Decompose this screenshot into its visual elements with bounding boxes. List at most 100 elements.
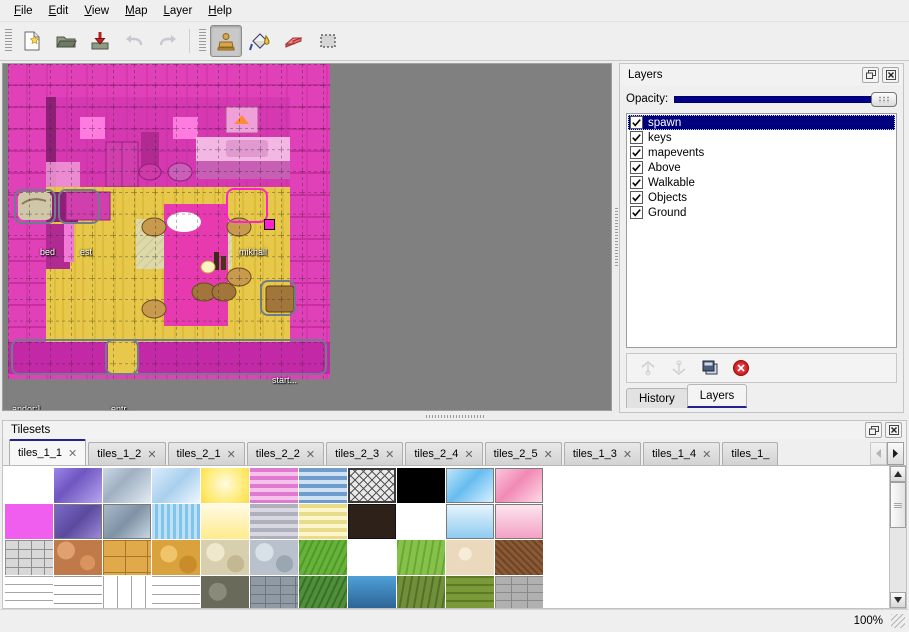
menu-file[interactable]: File <box>14 4 33 17</box>
tileset-tab[interactable]: tiles_2_4 ✕ <box>405 442 483 466</box>
layer-row[interactable]: Walkable <box>628 175 895 190</box>
tile-cell[interactable] <box>103 504 151 540</box>
tile-cell[interactable] <box>397 504 445 540</box>
tileset-tab[interactable]: tiles_2_3 ✕ <box>326 442 404 466</box>
tile-cell[interactable] <box>348 540 396 576</box>
layer-list[interactable]: spawn keys mapevents <box>626 113 897 348</box>
open-map-button[interactable] <box>50 25 82 57</box>
toolbar-grip-right[interactable] <box>199 29 206 53</box>
tile-cell[interactable] <box>54 504 102 540</box>
layer-visibility-checkbox[interactable] <box>630 176 643 189</box>
tileset-tab[interactable]: tiles_2_5 ✕ <box>484 442 562 466</box>
close-x-icon[interactable]: ✕ <box>702 448 712 461</box>
tile-cell[interactable] <box>152 540 200 576</box>
vertical-splitter[interactable] <box>614 61 619 413</box>
close-x-icon[interactable]: ✕ <box>68 447 78 460</box>
tile-cell[interactable] <box>446 504 494 540</box>
tile-cell[interactable] <box>103 540 151 576</box>
menu-map[interactable]: Map <box>125 4 148 17</box>
layers-float-button[interactable] <box>862 66 879 83</box>
tileset-tab[interactable]: tiles_1_3 ✕ <box>563 442 642 466</box>
tile-cell[interactable] <box>299 504 347 540</box>
tileset-tab[interactable]: tiles_1_ <box>722 442 779 466</box>
stamp-brush-button[interactable] <box>210 25 242 57</box>
tileset-tabs-scroll-right-button[interactable] <box>887 442 904 466</box>
tab-history[interactable]: History <box>626 388 688 408</box>
map-canvas[interactable]: bed est mikhail andor:] entr... start... <box>8 64 330 410</box>
tile-cell[interactable] <box>250 504 298 540</box>
tile-cell[interactable] <box>250 576 298 608</box>
redo-button[interactable] <box>152 25 184 57</box>
undo-button[interactable] <box>118 25 150 57</box>
new-map-button[interactable] <box>16 25 48 57</box>
tile-cell[interactable] <box>397 468 445 504</box>
tile-cell[interactable] <box>54 576 102 608</box>
tileset-grid-viewport[interactable] <box>3 466 889 608</box>
object-outline-bed[interactable] <box>14 189 56 224</box>
eraser-button[interactable] <box>278 25 310 57</box>
close-x-icon[interactable]: ✕ <box>147 448 157 461</box>
tile-cell[interactable] <box>495 540 543 576</box>
tileset-tab[interactable]: tiles_1_2 ✕ <box>88 442 166 466</box>
layer-visibility-checkbox[interactable] <box>630 206 643 219</box>
resize-grip-icon[interactable] <box>891 614 905 628</box>
scrollbar-thumb[interactable] <box>890 482 906 529</box>
tile-cell[interactable] <box>54 540 102 576</box>
scroll-up-button[interactable] <box>890 466 906 483</box>
tile-cell[interactable] <box>201 540 249 576</box>
tileset-tab[interactable]: tiles_1_1 ✕ <box>9 439 87 466</box>
horizontal-splitter[interactable] <box>0 413 909 420</box>
tile-cell[interactable] <box>397 576 445 608</box>
object-outline-bottom-strip[interactable] <box>11 339 327 375</box>
tile-cell[interactable] <box>446 540 494 576</box>
layer-row[interactable]: mapevents <box>628 145 895 160</box>
tile-cell[interactable] <box>54 468 102 504</box>
tile-cell[interactable] <box>5 468 53 504</box>
duplicate-layer-button[interactable] <box>697 355 723 381</box>
menu-help[interactable]: Help <box>208 4 232 17</box>
layer-visibility-checkbox[interactable] <box>630 131 643 144</box>
tile-cell[interactable] <box>152 504 200 540</box>
tile-cell[interactable] <box>299 576 347 608</box>
tileset-tab[interactable]: tiles_2_2 ✕ <box>246 442 325 466</box>
tileset-vertical-scrollbar[interactable] <box>889 466 906 608</box>
tile-cell[interactable] <box>495 468 543 504</box>
tile-cell[interactable] <box>250 468 298 504</box>
tile-cell[interactable] <box>250 540 298 576</box>
tile-cell[interactable] <box>201 468 249 504</box>
tilesets-float-button[interactable] <box>865 422 882 439</box>
tile-cell[interactable] <box>495 576 543 608</box>
layer-visibility-checkbox[interactable] <box>630 191 643 204</box>
scrollbar-track[interactable] <box>890 482 906 592</box>
tile-cell[interactable] <box>152 468 200 504</box>
tile-cell[interactable] <box>5 504 53 540</box>
tile-cell[interactable] <box>103 468 151 504</box>
layers-close-button[interactable] <box>882 66 899 83</box>
opacity-slider-knob[interactable] <box>871 91 897 107</box>
tileset-grid[interactable] <box>3 466 889 608</box>
layer-visibility-checkbox[interactable] <box>630 146 643 159</box>
layer-visibility-checkbox[interactable] <box>630 161 643 174</box>
close-x-icon[interactable]: ✕ <box>543 448 553 461</box>
close-x-icon[interactable]: ✕ <box>226 448 236 461</box>
tile-cell[interactable] <box>299 468 347 504</box>
tile-cell[interactable] <box>348 504 396 540</box>
tile-cell[interactable] <box>103 576 151 608</box>
toolbar-grip-left[interactable] <box>5 29 12 53</box>
object-outline-door[interactable] <box>105 339 139 375</box>
selection-handle[interactable] <box>264 219 275 230</box>
close-x-icon[interactable]: ✕ <box>385 448 395 461</box>
map-viewport[interactable]: bed est mikhail andor:] entr... start... <box>2 63 612 411</box>
menu-layer[interactable]: Layer <box>163 4 193 17</box>
tile-cell[interactable] <box>446 576 494 608</box>
tile-cell[interactable] <box>201 504 249 540</box>
tile-cell[interactable] <box>5 576 53 608</box>
scroll-down-button[interactable] <box>890 592 906 608</box>
layer-row[interactable]: keys <box>628 130 895 145</box>
layer-row[interactable]: Ground <box>628 205 895 220</box>
tile-cell[interactable] <box>201 576 249 608</box>
tileset-tab[interactable]: tiles_2_1 ✕ <box>167 442 245 466</box>
object-outline-start[interactable] <box>260 280 296 316</box>
lower-layer-button[interactable] <box>666 355 692 381</box>
save-map-button[interactable] <box>84 25 116 57</box>
